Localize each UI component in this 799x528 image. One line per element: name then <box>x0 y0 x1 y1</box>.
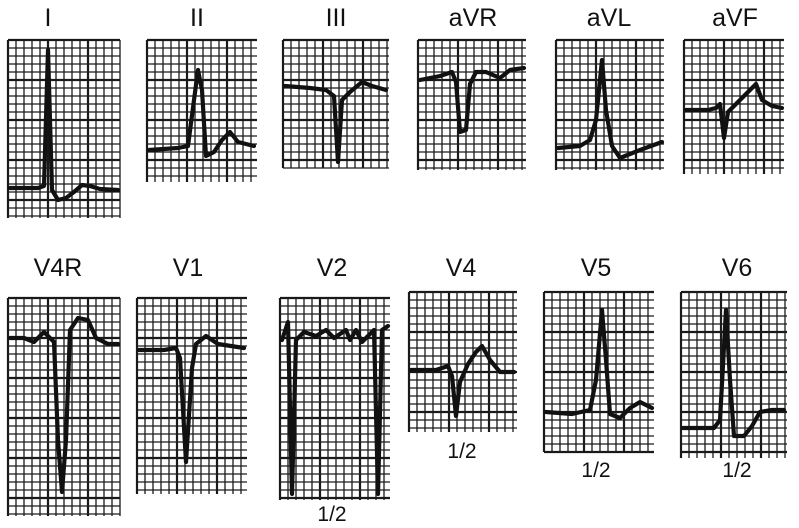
lead-label-aVL: aVL <box>587 4 632 32</box>
ecg-trace-I <box>7 47 121 203</box>
ecg-strip-V4 <box>407 290 517 432</box>
ecg-trace-V4R <box>7 315 121 495</box>
ecg-strip-aVR <box>416 38 526 170</box>
lead-label-II: II <box>190 4 204 32</box>
ecg-trace-V6 <box>680 307 787 439</box>
lead-label-V6: V6 <box>722 254 753 282</box>
gain-note-V4: 1/2 <box>447 440 476 463</box>
ecg-trace-V4 <box>408 343 517 419</box>
lead-label-I: I <box>45 4 52 32</box>
lead-label-aVR: aVR <box>449 4 498 32</box>
gain-note-V2: 1/2 <box>317 503 346 526</box>
lead-label-V4: V4 <box>446 254 477 282</box>
lead-label-V1: V1 <box>173 254 204 282</box>
lead-label-V2: V2 <box>317 254 348 282</box>
ecg-trace-V2 <box>279 319 391 497</box>
lead-label-aVF: aVF <box>712 4 758 32</box>
ecg-trace-V1 <box>136 333 247 465</box>
gain-note-V5: 1/2 <box>581 459 610 482</box>
ecg-strip-aVL <box>554 38 664 170</box>
ecg-trace-III <box>282 79 389 165</box>
ecg-trace-II <box>146 67 257 159</box>
grid-paper <box>418 40 526 170</box>
ecg-trace-V5 <box>543 307 655 421</box>
ecg-trace-aVR <box>417 65 527 135</box>
lead-label-V5: V5 <box>581 254 612 282</box>
ecg-trace-aVF <box>683 81 785 141</box>
ecg-strip-I <box>6 38 121 218</box>
lead-label-V4R: V4R <box>34 254 83 282</box>
gain-note-V6: 1/2 <box>722 459 751 482</box>
grid-paper <box>409 292 517 432</box>
ecg-trace-aVL <box>555 57 665 161</box>
lead-label-III: III <box>326 4 347 32</box>
ecg-strip-V5 <box>542 290 654 454</box>
ecg-strip-II <box>145 38 257 182</box>
